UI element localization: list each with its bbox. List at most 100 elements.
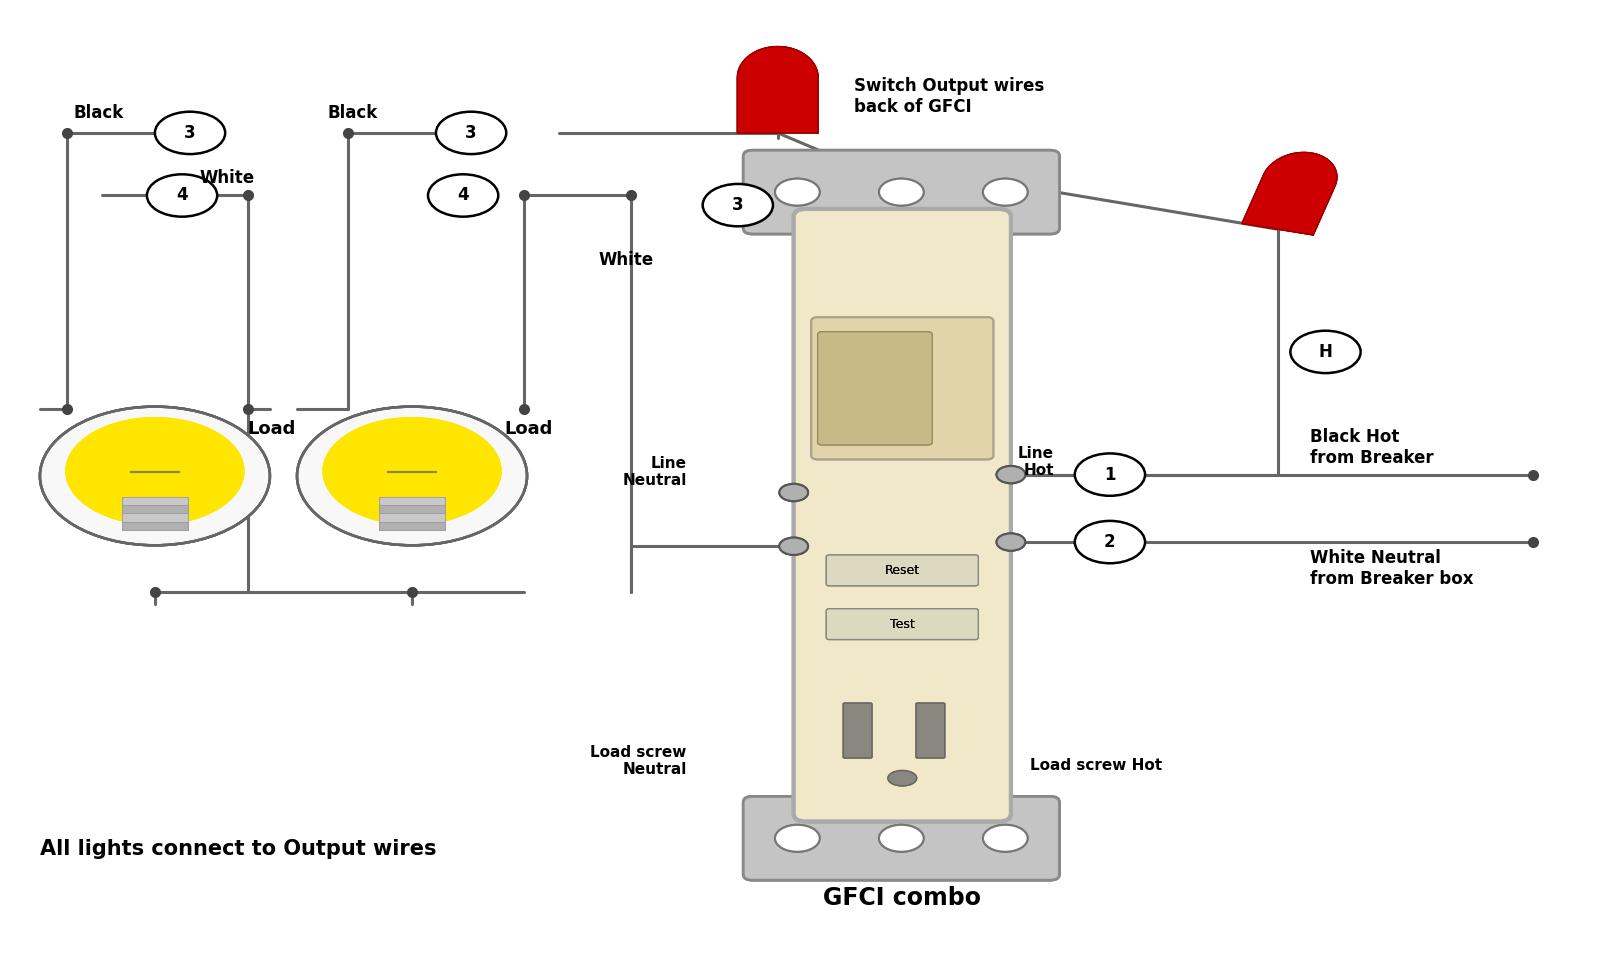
Text: Line
Neutral: Line Neutral (623, 455, 687, 488)
Circle shape (997, 534, 1025, 551)
Text: 3: 3 (731, 196, 744, 214)
Circle shape (65, 417, 244, 525)
Circle shape (323, 417, 501, 525)
Text: White: White (599, 251, 655, 269)
Polygon shape (1242, 152, 1337, 235)
Text: Switch Output wires
back of GFCI: Switch Output wires back of GFCI (854, 77, 1044, 116)
Circle shape (436, 112, 506, 154)
FancyBboxPatch shape (794, 209, 1011, 821)
Circle shape (323, 417, 501, 525)
Circle shape (65, 417, 244, 525)
FancyBboxPatch shape (917, 703, 945, 758)
Circle shape (775, 824, 819, 851)
Text: 1: 1 (1104, 465, 1116, 483)
FancyBboxPatch shape (378, 497, 446, 505)
Text: GFCI combo: GFCI combo (824, 886, 981, 909)
Text: Load screw Hot: Load screw Hot (1030, 758, 1163, 773)
Circle shape (1290, 330, 1361, 373)
Text: Load screw
Neutral: Load screw Neutral (591, 744, 687, 777)
FancyBboxPatch shape (378, 522, 446, 530)
Text: Black Hot
from Breaker: Black Hot from Breaker (1310, 429, 1433, 467)
Circle shape (297, 406, 527, 545)
Text: Black: Black (73, 104, 123, 121)
FancyBboxPatch shape (843, 703, 872, 758)
Text: Black: Black (327, 104, 377, 121)
FancyBboxPatch shape (378, 505, 446, 513)
Circle shape (878, 824, 923, 851)
FancyBboxPatch shape (378, 513, 446, 522)
Circle shape (779, 483, 808, 501)
Circle shape (428, 174, 498, 217)
Text: 2: 2 (1104, 534, 1116, 551)
Text: Test: Test (890, 617, 915, 631)
Text: All lights connect to Output wires: All lights connect to Output wires (40, 840, 436, 859)
FancyBboxPatch shape (743, 150, 1059, 234)
FancyBboxPatch shape (743, 796, 1059, 880)
Polygon shape (738, 46, 818, 133)
FancyBboxPatch shape (121, 513, 188, 522)
Ellipse shape (888, 770, 917, 786)
FancyBboxPatch shape (818, 331, 933, 445)
FancyBboxPatch shape (378, 505, 446, 513)
Text: Load: Load (505, 420, 553, 437)
Circle shape (779, 537, 808, 555)
Circle shape (982, 179, 1028, 205)
FancyBboxPatch shape (121, 505, 188, 513)
FancyBboxPatch shape (121, 497, 188, 505)
Circle shape (997, 466, 1025, 483)
Circle shape (997, 466, 1025, 483)
Text: 3: 3 (465, 124, 478, 142)
FancyBboxPatch shape (743, 150, 1059, 234)
Circle shape (878, 824, 923, 851)
FancyBboxPatch shape (794, 209, 1011, 821)
Text: Line
Hot: Line Hot (1017, 446, 1054, 479)
Circle shape (297, 406, 527, 545)
Circle shape (775, 179, 819, 205)
Text: 3: 3 (184, 124, 196, 142)
Circle shape (1075, 521, 1145, 563)
FancyBboxPatch shape (121, 522, 188, 530)
FancyBboxPatch shape (378, 513, 446, 522)
FancyBboxPatch shape (121, 522, 188, 530)
Ellipse shape (888, 770, 917, 786)
Circle shape (775, 179, 819, 205)
FancyBboxPatch shape (826, 555, 979, 586)
FancyBboxPatch shape (378, 497, 446, 505)
Text: Reset: Reset (885, 564, 920, 577)
Circle shape (997, 534, 1025, 551)
FancyBboxPatch shape (843, 703, 872, 758)
Text: 4: 4 (457, 187, 470, 204)
FancyBboxPatch shape (826, 609, 979, 639)
Text: 4: 4 (176, 187, 188, 204)
Text: Load: Load (248, 420, 295, 437)
Circle shape (982, 824, 1028, 851)
Circle shape (779, 537, 808, 555)
FancyBboxPatch shape (826, 555, 979, 586)
Polygon shape (1242, 152, 1337, 235)
Circle shape (982, 179, 1028, 205)
Circle shape (40, 406, 270, 545)
Text: Test: Test (890, 617, 915, 631)
Circle shape (982, 824, 1028, 851)
Text: White Neutral
from Breaker box: White Neutral from Breaker box (1310, 549, 1472, 587)
FancyBboxPatch shape (121, 513, 188, 522)
Circle shape (703, 184, 773, 226)
Circle shape (155, 112, 225, 154)
Text: H: H (1319, 343, 1332, 361)
Circle shape (779, 483, 808, 501)
FancyBboxPatch shape (121, 505, 188, 513)
FancyBboxPatch shape (826, 609, 979, 639)
FancyBboxPatch shape (378, 522, 446, 530)
Circle shape (878, 179, 923, 205)
FancyBboxPatch shape (818, 331, 933, 445)
Circle shape (40, 406, 270, 545)
FancyBboxPatch shape (743, 796, 1059, 880)
FancyBboxPatch shape (121, 497, 188, 505)
Circle shape (878, 179, 923, 205)
FancyBboxPatch shape (811, 317, 993, 459)
Circle shape (1075, 454, 1145, 496)
Polygon shape (738, 46, 818, 133)
Text: White: White (200, 169, 256, 187)
Circle shape (775, 824, 819, 851)
FancyBboxPatch shape (811, 317, 993, 459)
